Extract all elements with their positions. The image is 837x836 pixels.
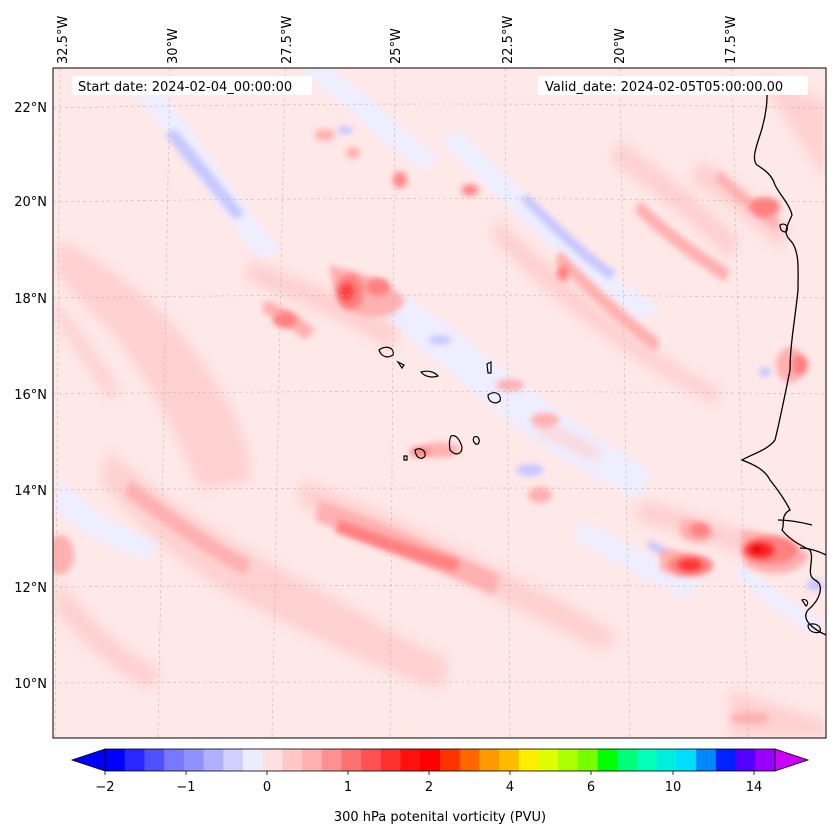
colorbar-cell xyxy=(380,749,401,771)
colorbar: −2 −1 0 1 2 4 6 10 14 300 hPa potenital … xyxy=(70,748,810,825)
colorbar-cell xyxy=(124,749,145,771)
lon-label: 30°W xyxy=(166,28,181,64)
colorbar-frame xyxy=(104,748,776,772)
lat-label: 16°N xyxy=(14,388,47,403)
colorbar-cell xyxy=(755,749,776,771)
colorbar-cell xyxy=(203,749,224,771)
colorbar-cell xyxy=(479,749,500,771)
colorbar-cell xyxy=(735,749,756,771)
start-date-box xyxy=(72,76,312,95)
colorbar-tick-label: 10 xyxy=(665,780,682,795)
start-date-text: Start date: 2024-02-04_00:00:00 xyxy=(78,80,292,95)
map-frame xyxy=(52,67,827,739)
colorbar-title: 300 hPa potenital vorticity (PVU) xyxy=(334,810,546,825)
longitude-labels: 32.5°W 30°W 27.5°W 25°W 22.5°W 20°W 17.5… xyxy=(56,16,739,64)
colorbar-extend-max xyxy=(774,748,810,772)
colorbar-cell xyxy=(105,749,126,771)
map-panel: Start date: 2024-02-04_00:00:00 Valid_da… xyxy=(52,67,827,739)
colorbar-tick-label: 1 xyxy=(344,780,352,795)
colorbar-cell xyxy=(302,749,323,771)
colorbar-cell xyxy=(558,749,579,771)
lon-label: 32.5°W xyxy=(56,16,71,64)
colorbar-cell xyxy=(597,749,618,771)
colorbar-cell xyxy=(577,749,599,771)
colorbar-cell xyxy=(262,749,283,771)
lat-label: 22°N xyxy=(14,101,47,116)
colorbar-cell xyxy=(617,749,638,771)
colorbar-cell xyxy=(715,749,736,771)
coastline xyxy=(740,81,826,636)
colorbar-tick-label: −2 xyxy=(95,780,114,795)
lon-label: 20°W xyxy=(613,28,628,64)
colorbar-tick-label: 4 xyxy=(506,780,514,795)
colorbar-cell xyxy=(518,749,539,771)
colorbar-cell xyxy=(400,749,421,771)
colorbar-cell xyxy=(223,749,244,771)
gridlines xyxy=(53,68,826,738)
lat-label: 12°N xyxy=(14,581,47,596)
peak-pv-regions xyxy=(340,283,774,571)
colorbar-cells xyxy=(105,749,776,771)
colorbar-cell xyxy=(341,749,362,771)
lat-label: 20°N xyxy=(14,195,47,210)
lat-label: 14°N xyxy=(14,484,47,499)
colorbar-cell xyxy=(183,749,204,771)
colorbar-extend-min xyxy=(70,748,106,772)
colorbar-tick-label: 14 xyxy=(746,780,763,795)
colorbar-cell xyxy=(637,749,658,771)
lon-label: 27.5°W xyxy=(280,16,295,64)
lat-label: 10°N xyxy=(14,677,47,692)
colorbar-cell xyxy=(164,749,185,771)
colorbar-tick-label: −1 xyxy=(176,780,195,795)
cape-verde-islands xyxy=(378,223,821,634)
lon-label: 22.5°W xyxy=(501,16,516,64)
colorbar-ticks xyxy=(104,771,755,775)
colorbar-cell xyxy=(321,749,342,771)
pv-field xyxy=(53,68,825,738)
colorbar-cell xyxy=(361,749,382,771)
valid-date-box xyxy=(538,76,808,95)
colorbar-cell xyxy=(656,749,677,771)
valid-date-text: Valid_date: 2024-02-05T05:00:00.00 xyxy=(545,80,783,95)
colorbar-cell xyxy=(499,749,520,771)
colorbar-cell xyxy=(144,749,165,771)
colorbar-tick-label: 2 xyxy=(425,780,433,795)
colorbar-cell xyxy=(420,749,441,771)
colorbar-cell xyxy=(459,749,480,771)
lat-label: 18°N xyxy=(14,292,47,307)
colorbar-cell xyxy=(282,749,303,771)
colorbar-tick-label: 6 xyxy=(587,780,595,795)
lon-label: 17.5°W xyxy=(724,16,739,64)
colorbar-cell xyxy=(538,749,559,771)
colorbar-cell xyxy=(676,749,697,771)
colorbar-cell xyxy=(440,749,461,771)
colorbar-tick-label: 0 xyxy=(263,780,271,795)
latitude-labels: 22°N 20°N 18°N 16°N 14°N 12°N 10°N xyxy=(14,101,47,692)
colorbar-cell xyxy=(242,749,264,771)
lon-label: 25°W xyxy=(389,28,404,64)
colorbar-cell xyxy=(696,749,717,771)
